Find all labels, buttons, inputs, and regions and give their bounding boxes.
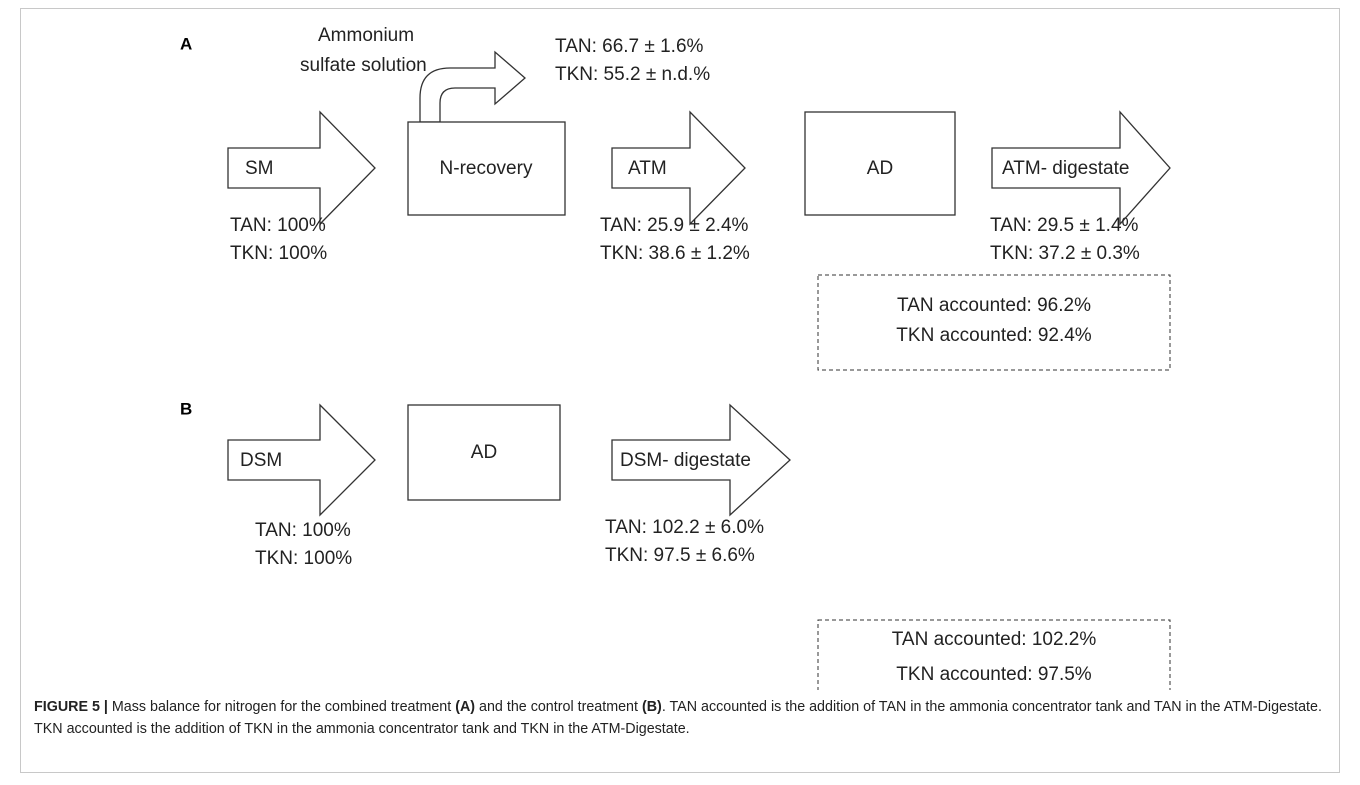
diagram: A Ammonium sulfate solution TAN: 66.7 ± …: [180, 25, 1171, 690]
process-box: [407, 121, 566, 216]
accounted-box: [817, 619, 1171, 690]
flow-label: ATM- digestate: [1002, 158, 1129, 179]
caption: FIGURE 5 | Mass balance for nitrogen for…: [34, 696, 1329, 740]
flow-value: TAN: 29.5 ± 1.4%: [990, 215, 1139, 236]
flow-arrow: [611, 403, 791, 517]
flow-label: SM: [245, 158, 274, 179]
flow-label: ATM: [628, 158, 667, 179]
flow-value: TKN: 97.5 ± 6.6%: [605, 545, 755, 566]
panel-label: A: [180, 34, 192, 53]
flow-value: TKN: 37.2 ± 0.3%: [990, 243, 1140, 264]
flow-arrow: [227, 110, 376, 226]
flow-value: TAN: 100%: [230, 215, 326, 236]
flow-value: TKN: 38.6 ± 1.2%: [600, 243, 750, 264]
side-output-value: TAN: 66.7 ± 1.6%: [555, 36, 704, 57]
side-output-label: Ammonium: [318, 25, 414, 46]
accounted-text: TKN accounted: 97.5%: [896, 664, 1091, 685]
flow-label: DSM- digestate: [620, 450, 751, 471]
caption-text: Mass balance for nitrogen for the combin…: [107, 699, 456, 715]
flow-arrow: [991, 110, 1171, 226]
process-box: [407, 404, 561, 501]
accounted-box: [817, 274, 1171, 371]
flow-value: TAN: 100%: [255, 520, 351, 541]
caption-text: and the control treatment: [475, 699, 642, 715]
flow-value: TKN: 100%: [255, 548, 352, 569]
bent-arrow: [419, 50, 526, 123]
figure-frame: [20, 8, 1340, 773]
flow-arrow: [227, 403, 376, 517]
caption-text: (B): [641, 699, 662, 715]
accounted-text: TKN accounted: 92.4%: [896, 325, 1091, 346]
accounted-text: TAN accounted: 96.2%: [897, 295, 1091, 316]
process-label: N-recovery: [440, 158, 533, 179]
flow-value: TAN: 25.9 ± 2.4%: [600, 215, 749, 236]
caption-text: FIGURE 5 |: [34, 699, 108, 715]
flow-value: TKN: 100%: [230, 243, 327, 264]
side-output-label: sulfate solution: [300, 55, 427, 76]
flow-label: DSM: [240, 450, 282, 471]
side-output-value: TKN: 55.2 ± n.d.%: [555, 64, 710, 85]
flow-arrow: [611, 110, 746, 226]
caption-text: (A): [455, 699, 476, 715]
process-box: [804, 111, 956, 216]
process-label: AD: [867, 158, 893, 179]
flow-value: TAN: 102.2 ± 6.0%: [605, 517, 764, 538]
panel-label: B: [180, 399, 192, 418]
accounted-text: TAN accounted: 102.2%: [892, 629, 1097, 650]
caption-text: . TAN accounted is the addition of TAN i…: [34, 699, 1322, 737]
process-label: AD: [471, 442, 497, 463]
